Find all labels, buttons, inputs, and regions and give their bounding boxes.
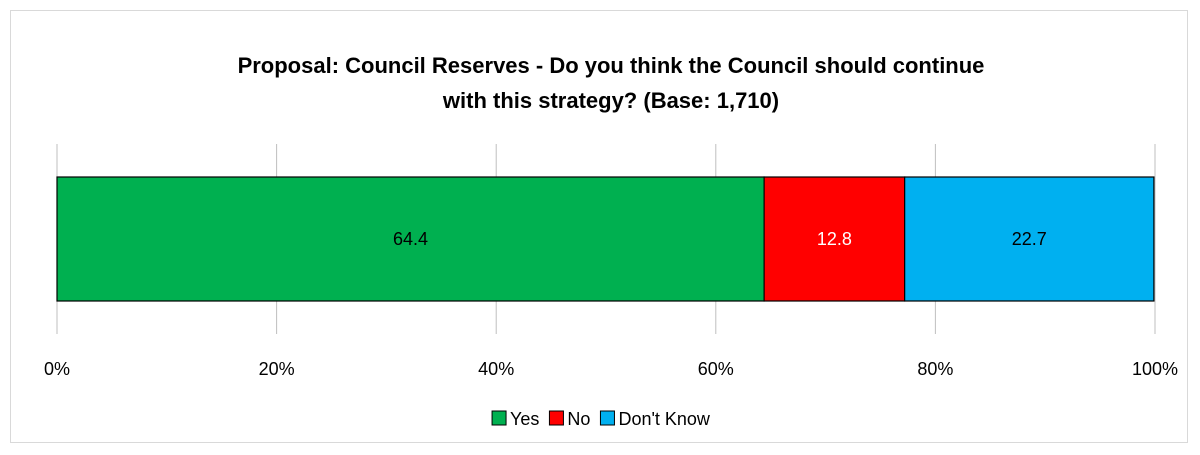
legend-label: Don't Know bbox=[618, 409, 710, 429]
data-label-no: 12.8 bbox=[817, 229, 852, 249]
legend-label: Yes bbox=[510, 409, 539, 429]
chart-title-line-2: with this strategy? (Base: 1,710) bbox=[442, 88, 779, 113]
legend-swatch bbox=[548, 410, 564, 426]
x-tick-label: 0% bbox=[44, 359, 70, 379]
bars bbox=[56, 176, 1155, 302]
legend-swatch bbox=[491, 410, 507, 426]
x-tick-label: 100% bbox=[1132, 359, 1178, 379]
legend-swatch bbox=[599, 410, 615, 426]
x-tick-label: 60% bbox=[698, 359, 734, 379]
legend: Yes No Don't Know bbox=[491, 409, 711, 429]
chart-frame: Proposal: Council Reserves - Do you thin… bbox=[10, 10, 1188, 443]
x-axis-tick-labels: 0% 20% 40% 60% 80% 100% bbox=[44, 359, 1178, 379]
x-tick-label: 40% bbox=[478, 359, 514, 379]
data-label-don-t-know: 22.7 bbox=[1012, 229, 1047, 249]
x-tick-label: 80% bbox=[917, 359, 953, 379]
chart-title-line-1: Proposal: Council Reserves - Do you thin… bbox=[238, 53, 985, 78]
data-labels: 64.4 12.8 22.7 bbox=[393, 229, 1047, 249]
chart-title: Proposal: Council Reserves - Do you thin… bbox=[238, 53, 985, 113]
stacked-bar-chart: Proposal: Council Reserves - Do you thin… bbox=[44, 53, 1178, 429]
bar-segment-don-t-know bbox=[904, 176, 1155, 302]
legend-item: Don't Know bbox=[599, 409, 711, 429]
legend-label: No bbox=[567, 409, 590, 429]
legend-item: Yes bbox=[491, 409, 539, 429]
data-label-yes: 64.4 bbox=[393, 229, 428, 249]
legend-item: No bbox=[548, 409, 590, 429]
bar-segment-yes bbox=[56, 176, 765, 302]
x-tick-label: 20% bbox=[259, 359, 295, 379]
